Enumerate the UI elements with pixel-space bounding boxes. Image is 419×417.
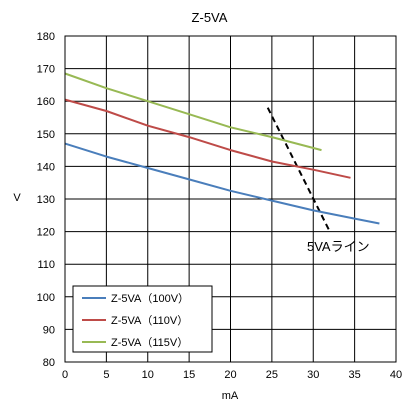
x-axis-label: mA (222, 390, 239, 402)
x-tick-label: 35 (349, 369, 361, 381)
x-tick-label: 5 (103, 369, 109, 381)
axes: 80 90 100 110 120 130 140 150 160 170 180 0 5 10 15 20 2… (37, 31, 402, 381)
x-tick-label: 20 (224, 369, 236, 381)
y-tick-label: 110 (37, 259, 55, 271)
y-tick-label: 120 (37, 227, 55, 239)
legend-label-3: Z-5VA（115V） (111, 336, 188, 349)
legend-label-1: Z-5VA（100V） (111, 292, 189, 305)
plot-frame (64, 35, 397, 363)
x-tick-label: 0 (62, 369, 68, 381)
x-tick-label: 30 (307, 369, 319, 381)
y-tick-label: 160 (37, 96, 55, 108)
series-line-3 (64, 72, 322, 152)
legend: Z-5VA（100V） Z-5VA（110V） Z-5VA（115V） (72, 285, 213, 353)
y-tick-label: 130 (37, 194, 55, 206)
x-tick-label: 40 (390, 369, 402, 381)
y-tick-label: 80 (43, 357, 55, 369)
x-tick-label: 10 (142, 369, 154, 381)
y-axis-label: V (13, 192, 21, 204)
series-layer (64, 72, 380, 225)
series-line-2 (64, 98, 351, 179)
reference-line-label: 5VAライン (307, 239, 370, 254)
y-tick-label: 100 (37, 292, 55, 304)
x-tick-label: 25 (266, 369, 278, 381)
y-tick-label: 90 (43, 324, 55, 336)
series-line-1 (64, 142, 380, 225)
legend-label-2: Z-5VA（110V） (111, 314, 188, 327)
y-tick-label: 150 (37, 129, 55, 141)
y-tick-label: 140 (37, 161, 55, 173)
chart-title: Z-5VA (192, 10, 228, 25)
x-tick-label: 15 (183, 369, 195, 381)
y-tick-label: 170 (37, 64, 55, 76)
y-tick-label: 180 (37, 31, 55, 43)
